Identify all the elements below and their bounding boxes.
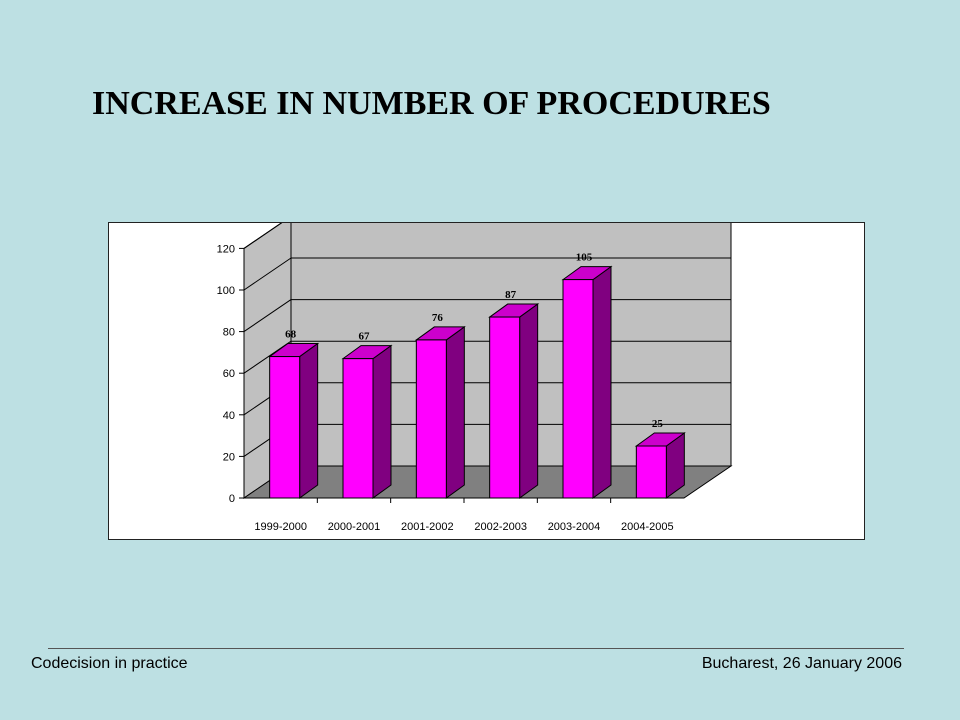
- gridline-side: [243, 223, 283, 249]
- x-tick-label: 1999-2000: [254, 521, 307, 533]
- y-tick-label: 20: [223, 451, 235, 463]
- footer-left-text: Codecision in practice: [31, 655, 188, 672]
- data-label: 68: [285, 329, 297, 341]
- bar: [269, 356, 301, 499]
- bar: [342, 358, 374, 499]
- data-label: 105: [576, 252, 593, 264]
- data-label: 67: [359, 331, 371, 343]
- x-tick-label: 2003-2004: [548, 521, 601, 533]
- data-label: 76: [432, 312, 444, 324]
- bar-chart: 0 20 40 60 80 100 120 68 67 76 87 105 25 1999-2000 200…: [217, 223, 733, 533]
- data-label: 87: [505, 289, 516, 301]
- footer-divider: [48, 648, 904, 649]
- bar-side: [519, 303, 539, 499]
- x-tick-label: 2001-2002: [401, 521, 454, 533]
- footer-right-text: Bucharest, 26 January 2006: [701, 655, 902, 672]
- data-label: 25: [652, 418, 664, 430]
- chart-container: 0 20 40 60 80 100 120 68 67 76 87 105 25 1999-2000 200…: [108, 222, 865, 540]
- bar-side: [592, 265, 612, 499]
- bar: [562, 279, 594, 499]
- x-tick-label: 2002-2003: [474, 521, 527, 533]
- y-tick-label: 100: [217, 285, 235, 297]
- bar-side: [445, 325, 465, 499]
- bar: [635, 445, 667, 499]
- y-tick-label: 120: [217, 243, 235, 255]
- x-tick-label: 2000-2001: [328, 521, 381, 533]
- x-tick-label: 2004-2005: [621, 521, 674, 533]
- bar-side: [299, 342, 319, 499]
- bar: [415, 339, 447, 499]
- gridline-side: [243, 299, 292, 333]
- slide-title: INCREASE IN NUMBER OF PROCEDURES: [92, 85, 771, 122]
- y-tick-label: 60: [223, 368, 235, 380]
- gridline-side: [243, 257, 292, 291]
- y-tick-label: 0: [229, 493, 235, 505]
- y-tick-label: 40: [223, 410, 235, 422]
- bar-side: [372, 344, 392, 499]
- bar: [489, 316, 521, 499]
- y-tick-label: 80: [223, 327, 235, 339]
